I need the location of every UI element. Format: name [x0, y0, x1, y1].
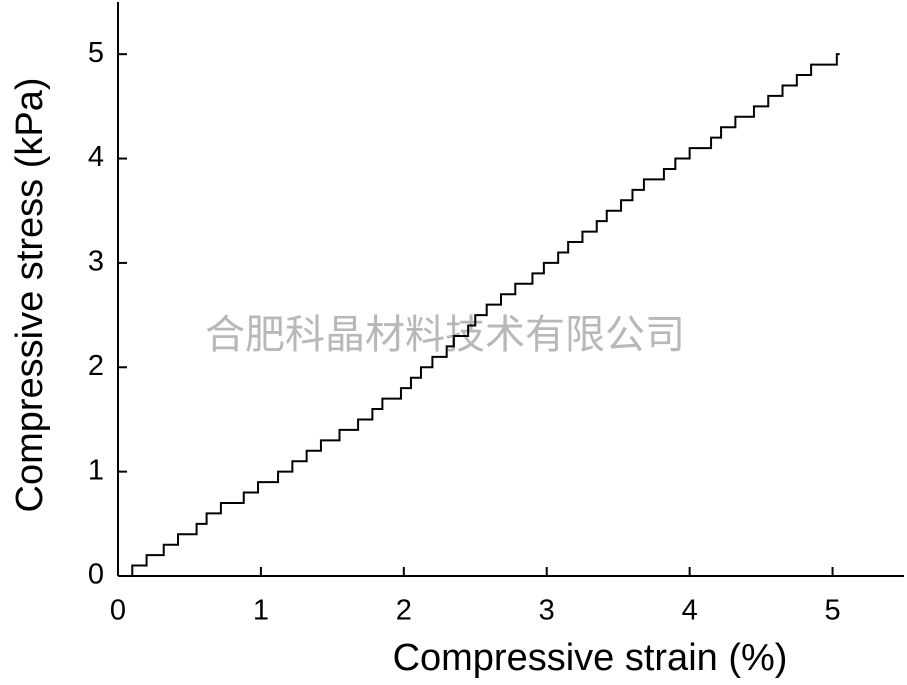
x-tick-label: 4 [682, 595, 698, 627]
watermark: 合肥科晶材料技术有限公司 [205, 312, 685, 358]
x-axis-title: Compressive strain (%) [393, 637, 788, 679]
y-axis-title: Compressive stress (kPa) [9, 78, 51, 513]
x-tick-label: 0 [110, 595, 126, 627]
y-tick-label: 4 [88, 141, 104, 173]
y-tick-label: 5 [88, 37, 104, 69]
data-line [128, 53, 840, 577]
x-tick-label: 2 [396, 595, 412, 627]
x-tick-label: 3 [539, 595, 555, 627]
y-tick-label: 1 [88, 454, 104, 486]
y-tick-label: 0 [88, 559, 104, 591]
x-tick-label: 5 [824, 595, 840, 627]
y-tick-label: 2 [88, 350, 104, 382]
y-tick-label: 3 [88, 246, 104, 278]
x-tick-label: 1 [253, 595, 269, 627]
